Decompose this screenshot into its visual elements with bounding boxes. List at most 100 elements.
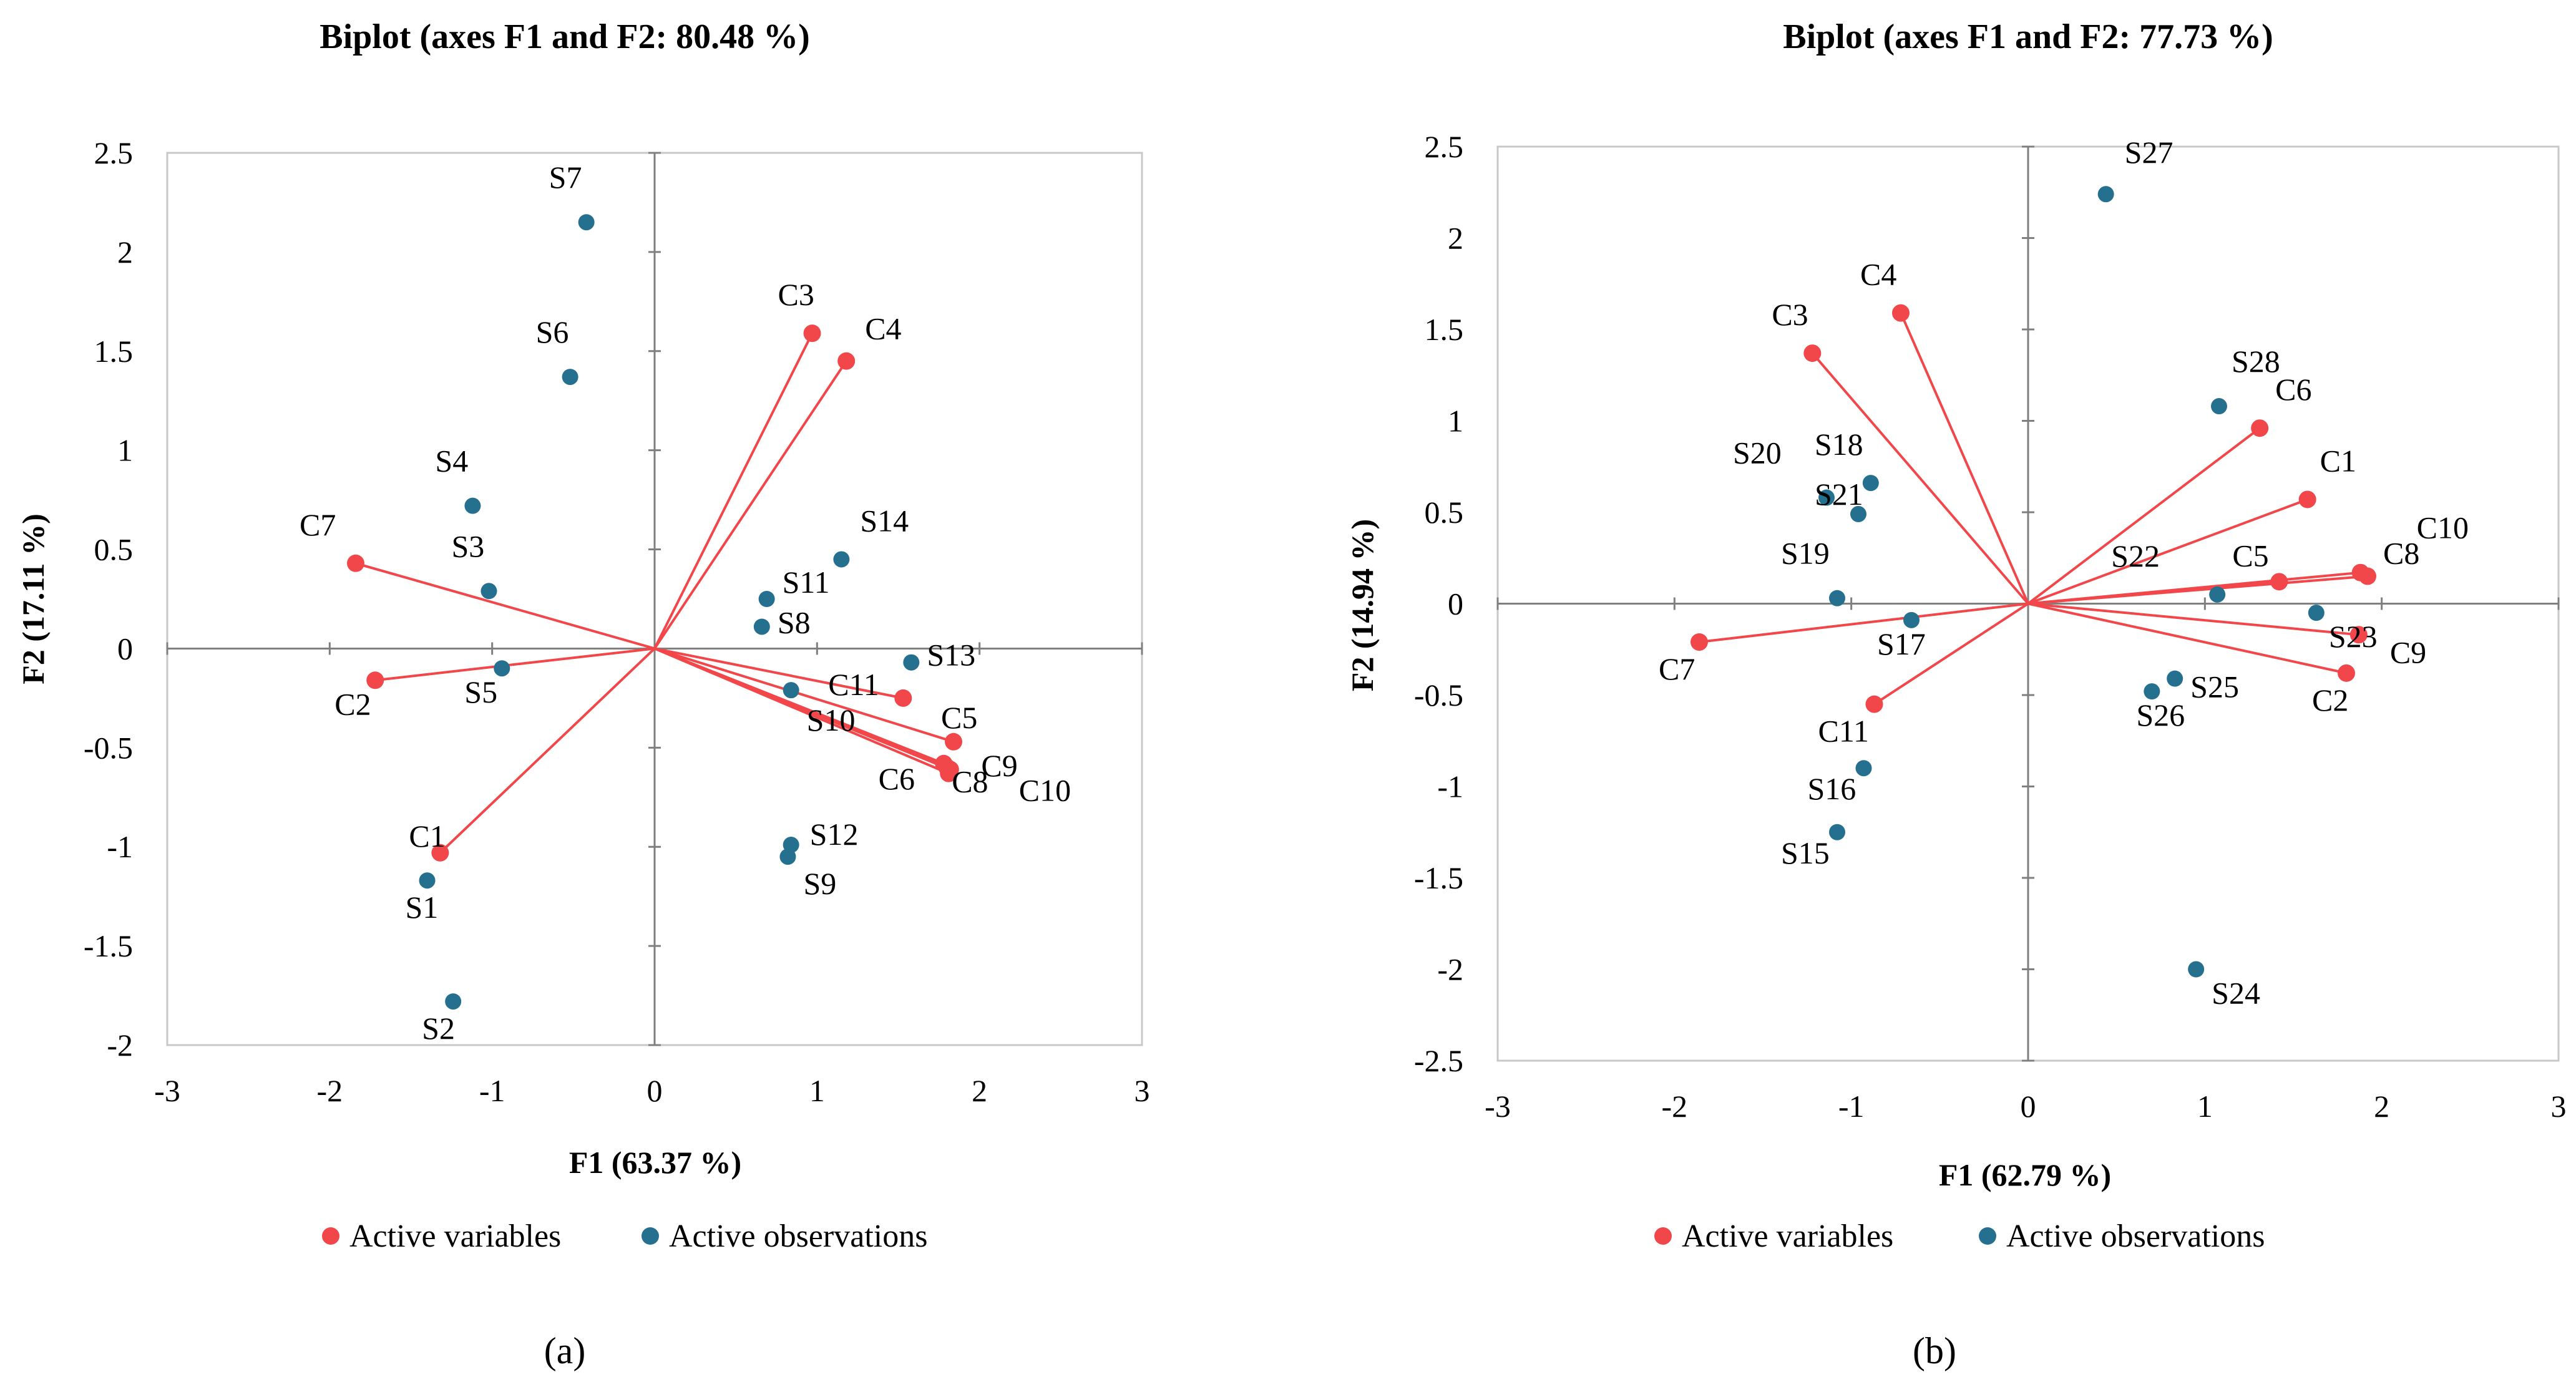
label-S8: S8: [778, 605, 811, 640]
label-C4: C4: [865, 311, 901, 346]
vector-C5: [654, 647, 954, 743]
point-S26: [2144, 683, 2160, 700]
vector-C4: [653, 360, 847, 650]
vector-end-C10: [2351, 563, 2369, 582]
label-C8: C8: [2383, 536, 2419, 571]
vector-C4: [1900, 312, 2029, 605]
x-tick-label: 0: [2021, 1089, 2036, 1124]
legend-label-observations: Active observations: [2006, 1219, 2265, 1254]
label-C6: C6: [2275, 372, 2311, 407]
label-S6: S6: [536, 314, 569, 349]
label-C8: C8: [952, 764, 988, 799]
label-S24: S24: [2212, 976, 2260, 1011]
label-S15: S15: [1781, 835, 1830, 870]
label-C2: C2: [2312, 683, 2348, 718]
panel-label: (a): [544, 1330, 586, 1371]
label-S9: S9: [803, 866, 836, 901]
label-S5: S5: [464, 674, 497, 709]
vector-C7: [355, 562, 655, 650]
y-tick-label: -1.5: [84, 928, 133, 963]
label-C7: C7: [1659, 651, 1695, 686]
vector-end-C6: [2251, 419, 2269, 437]
y-tick-label: -2: [107, 1028, 133, 1063]
label-C11: C11: [1818, 714, 1870, 749]
point-S18: [1862, 475, 1879, 492]
chart-panel-b: Biplot (axes F1 and F2: 77.73 %) -3 -2 -1 0 1…: [1345, 17, 2567, 1371]
label-S25: S25: [2190, 669, 2239, 704]
label-S21: S21: [1815, 477, 1863, 512]
label-C11: C11: [828, 667, 879, 702]
label-S28: S28: [2232, 344, 2280, 379]
y-tick-label: 0.5: [1425, 495, 1464, 530]
point-S17: [1903, 611, 1920, 628]
vector-end-C7: [346, 554, 364, 572]
legend-marker-observations: [1979, 1227, 1996, 1245]
label-S18: S18: [1815, 427, 1863, 462]
label-S19: S19: [1781, 536, 1830, 571]
label-S27: S27: [2125, 135, 2174, 170]
label-S3: S3: [451, 528, 484, 563]
label-C5: C5: [2232, 538, 2268, 573]
label-S12: S12: [810, 817, 859, 852]
label-C4: C4: [1860, 257, 1896, 292]
x-tick-label: 3: [1134, 1073, 1150, 1108]
x-tick-label: 2: [2374, 1089, 2389, 1124]
label-S2: S2: [422, 1011, 455, 1046]
point-S21: [1850, 505, 1866, 522]
y-tick-label: -1: [107, 829, 133, 864]
chart-title: Biplot (axes F1 and F2: 80.48 %): [320, 17, 810, 56]
legend-marker-observations: [642, 1227, 659, 1245]
vector-end-C5: [2270, 573, 2288, 591]
y-tick-label: 2.5: [1425, 129, 1464, 164]
point-S28: [2211, 398, 2227, 415]
point-S8: [753, 618, 770, 635]
y-axis-title: F2 (14.94 %): [1345, 519, 1380, 691]
vector-end-C1: [2298, 490, 2316, 509]
y-tick-label: 0: [1448, 586, 1463, 621]
chart-panel-a: Biplot (axes F1 and F2: 80.48 %) -3 -2 -1 0 1…: [16, 17, 1150, 1371]
vector-end-C2: [2338, 664, 2355, 682]
vector-end-C3: [803, 324, 821, 343]
y-tick-label: 2.5: [94, 135, 134, 170]
label-S14: S14: [860, 503, 909, 538]
label-C10: C10: [2417, 510, 2469, 545]
vector-end-C11: [1865, 695, 1883, 713]
vector-C1: [439, 647, 656, 854]
vector-C11: [1873, 602, 2029, 706]
label-C1: C1: [2320, 443, 2356, 478]
label-S22: S22: [2111, 538, 2160, 573]
vector-end-C11: [894, 689, 912, 707]
x-tick-label: -1: [1838, 1089, 1865, 1124]
y-tick-label: -2: [1437, 952, 1463, 987]
legend-marker-variables: [322, 1227, 339, 1245]
label-C3: C3: [1772, 297, 1808, 332]
vector-end-C7: [1690, 633, 1708, 651]
vector-C6: [2027, 427, 2261, 605]
point-S4: [464, 497, 481, 514]
point-S13: [903, 654, 920, 671]
legend-label-variables: Active variables: [349, 1219, 561, 1254]
label-C9: C9: [981, 748, 1017, 783]
x-tick-label: 0: [647, 1073, 663, 1108]
point-S12: [783, 837, 799, 854]
y-tick-label: -0.5: [84, 730, 133, 765]
x-axis-title: F1 (63.37 %): [569, 1145, 741, 1180]
vector-end-C4: [837, 352, 856, 370]
vector-end-C9: [2349, 626, 2368, 644]
vector-C10: [2027, 571, 2361, 605]
point-S6: [562, 369, 578, 386]
x-tick-label: -3: [1485, 1089, 1511, 1124]
point-S10: [783, 682, 799, 699]
y-tick-label: -2.5: [1414, 1043, 1463, 1078]
point-S5: [494, 660, 510, 677]
point-S14: [833, 551, 850, 568]
x-tick-label: -1: [479, 1073, 505, 1108]
vector-end-C4: [1892, 304, 1910, 322]
panel-label: (b): [1913, 1330, 1956, 1371]
label-C1: C1: [409, 819, 445, 854]
label-S7: S7: [549, 160, 582, 195]
vector-C3: [1811, 352, 2029, 605]
vector-end-C5: [945, 732, 963, 751]
label-C10: C10: [1019, 772, 1071, 807]
